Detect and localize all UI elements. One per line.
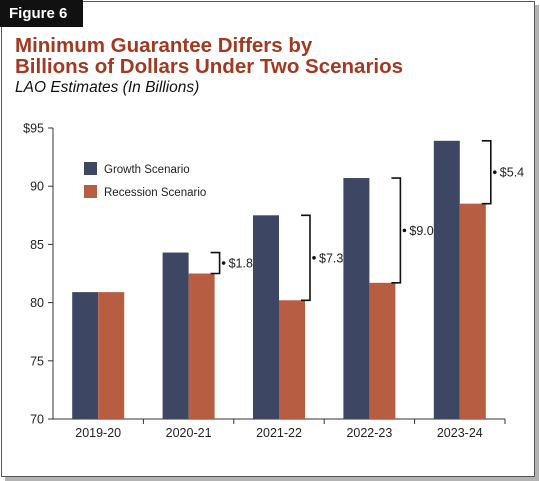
legend-label: Recession Scenario: [104, 187, 206, 199]
bar-growth: [72, 292, 99, 419]
difference-label: $5.4: [500, 166, 524, 180]
difference-bracket-dot: [312, 255, 316, 260]
y-tick-label: 85: [30, 238, 44, 252]
y-tick-label: 90: [30, 180, 44, 194]
chart-title-line-2: Billions of Dollars Under Two Scenarios: [15, 55, 404, 78]
x-tick-label: 2023-24: [437, 426, 483, 440]
y-tick-label: $95: [23, 122, 44, 136]
x-tick-label: 2022-23: [346, 426, 392, 440]
bar-recession: [459, 203, 486, 419]
difference-bracket: [210, 251, 221, 275]
difference-bracket: [481, 140, 492, 205]
bar-growth: [253, 215, 279, 419]
bar-recession: [188, 273, 215, 419]
legend-label: Growth Scenario: [104, 164, 190, 176]
bar-recession: [98, 292, 125, 419]
bar-growth: [162, 252, 189, 419]
x-tick-label: 2020-21: [166, 426, 212, 440]
difference-label: $1.8: [229, 257, 253, 271]
y-tick-label: 75: [30, 354, 44, 368]
difference-bracket-dot: [402, 228, 407, 233]
bar-growth: [343, 178, 370, 419]
chart-subtitle: LAO Estimates (In Billions): [15, 79, 200, 96]
x-tick-label: 2019-20: [75, 426, 121, 440]
difference-bracket: [301, 214, 311, 302]
legend-swatch: [84, 185, 97, 198]
x-tick-label: 2021-22: [256, 426, 302, 440]
legend-swatch: [84, 162, 97, 175]
difference-bracket-dot: [493, 170, 497, 175]
chart-title: Minimum Guarantee Differs by Billions of…: [15, 35, 525, 77]
difference-label: $9.0: [409, 224, 433, 238]
figure-label: Figure 6: [0, 0, 84, 27]
bar-recession: [369, 282, 396, 419]
bar-growth: [433, 140, 460, 419]
difference-label: $7.3: [319, 251, 343, 265]
chart-title-line-1: Minimum Guarantee Differs by: [15, 34, 313, 57]
difference-bracket-dot: [221, 261, 226, 265]
difference-bracket: [391, 177, 402, 284]
y-tick-label: 80: [30, 296, 44, 310]
bar-recession: [279, 300, 305, 419]
y-tick-label: 70: [30, 413, 44, 427]
